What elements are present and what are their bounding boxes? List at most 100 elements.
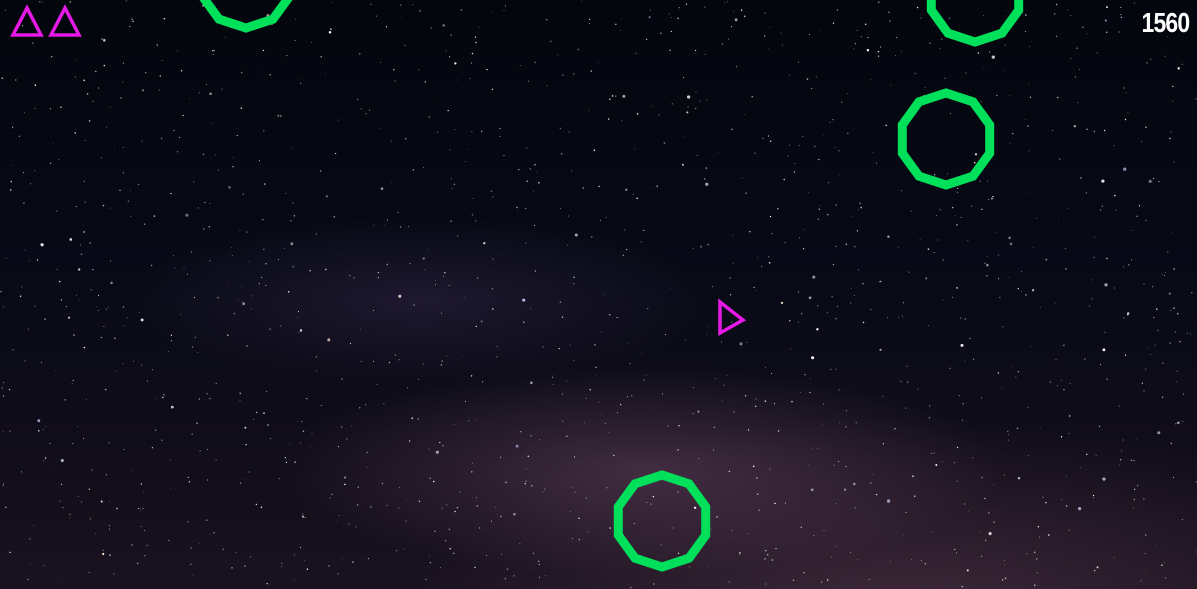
star [768, 47, 770, 49]
star [435, 450, 439, 454]
star [122, 62, 124, 64]
star [949, 367, 951, 369]
star [251, 295, 253, 297]
star [141, 364, 143, 366]
star [1029, 193, 1031, 194]
star [1093, 497, 1094, 499]
star [1170, 442, 1173, 445]
star [1161, 274, 1163, 275]
star [491, 88, 494, 91]
star [1141, 382, 1144, 384]
star [833, 464, 835, 466]
star [169, 459, 171, 461]
star [773, 403, 776, 405]
star [297, 310, 300, 312]
star [765, 366, 766, 368]
star [281, 562, 283, 564]
star [480, 320, 483, 323]
star [1096, 52, 1098, 54]
star [1065, 505, 1068, 507]
star [958, 395, 960, 397]
star [1037, 526, 1040, 528]
star [130, 189, 132, 191]
star [277, 114, 280, 117]
star [209, 534, 211, 535]
asteroid-top-right [926, 0, 1024, 47]
star [1060, 436, 1063, 438]
star [267, 424, 269, 426]
star [969, 338, 971, 340]
star [559, 301, 562, 303]
star [425, 578, 427, 580]
star [1118, 464, 1120, 466]
star [831, 295, 833, 298]
star [1114, 194, 1116, 197]
star [732, 234, 734, 236]
star [120, 97, 122, 99]
star [762, 137, 764, 139]
star [52, 142, 54, 144]
star [730, 321, 732, 323]
star [357, 504, 359, 506]
star [471, 214, 473, 216]
star [1195, 481, 1197, 483]
star [739, 553, 741, 555]
star [1016, 427, 1019, 430]
star [862, 321, 865, 324]
star [50, 108, 52, 110]
star [1027, 407, 1029, 409]
star [902, 535, 904, 537]
star [835, 245, 837, 248]
star [557, 54, 559, 56]
star [838, 174, 840, 176]
star [45, 426, 47, 428]
star [761, 266, 763, 268]
star [859, 202, 861, 204]
star [956, 191, 959, 194]
star [190, 563, 192, 566]
star [672, 527, 674, 529]
star [146, 380, 148, 382]
star [608, 431, 610, 433]
star [253, 418, 255, 420]
star [483, 242, 486, 245]
star [115, 370, 117, 372]
star [192, 346, 194, 348]
star [440, 312, 442, 314]
star [832, 263, 835, 266]
star [155, 398, 157, 400]
star [167, 351, 169, 352]
star [727, 1, 729, 3]
star [263, 412, 265, 414]
star [594, 344, 596, 346]
star [283, 247, 285, 249]
star [973, 161, 976, 164]
star [1085, 192, 1087, 194]
star [650, 503, 652, 505]
star [262, 219, 264, 221]
star [574, 491, 576, 493]
star [109, 106, 111, 108]
star [471, 131, 473, 132]
star [878, 281, 880, 283]
star [451, 188, 453, 190]
star [9, 430, 11, 432]
star [605, 265, 607, 267]
star [475, 419, 477, 421]
star [845, 466, 847, 468]
star [400, 4, 402, 6]
star [542, 491, 544, 493]
star [966, 569, 969, 572]
star [330, 28, 332, 30]
star [867, 36, 869, 39]
star [262, 49, 265, 52]
star [553, 375, 554, 376]
star [542, 346, 544, 348]
star [577, 48, 580, 51]
star [799, 237, 801, 239]
star [988, 512, 990, 514]
star [611, 95, 614, 97]
star [707, 243, 709, 246]
